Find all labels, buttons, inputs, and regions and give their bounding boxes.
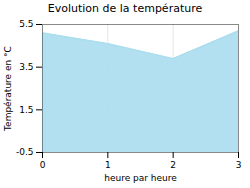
html-text:Evolution de la température: Evolution de la température bbox=[47, 2, 203, 15]
svg-text:1.5: 1.5 bbox=[19, 105, 33, 115]
svg-text:3: 3 bbox=[236, 160, 242, 170]
svg-text:1: 1 bbox=[105, 160, 111, 170]
svg-text:5.5: 5.5 bbox=[19, 19, 33, 29]
svg-text:Température en °C: Température en °C bbox=[3, 46, 13, 132]
svg-text:3.5: 3.5 bbox=[19, 62, 33, 72]
svg-text:-0.5: -0.5 bbox=[16, 147, 34, 157]
svg-text:0: 0 bbox=[40, 160, 46, 170]
svg-text:2: 2 bbox=[170, 160, 176, 170]
svg-text:heure par heure: heure par heure bbox=[104, 173, 177, 183]
